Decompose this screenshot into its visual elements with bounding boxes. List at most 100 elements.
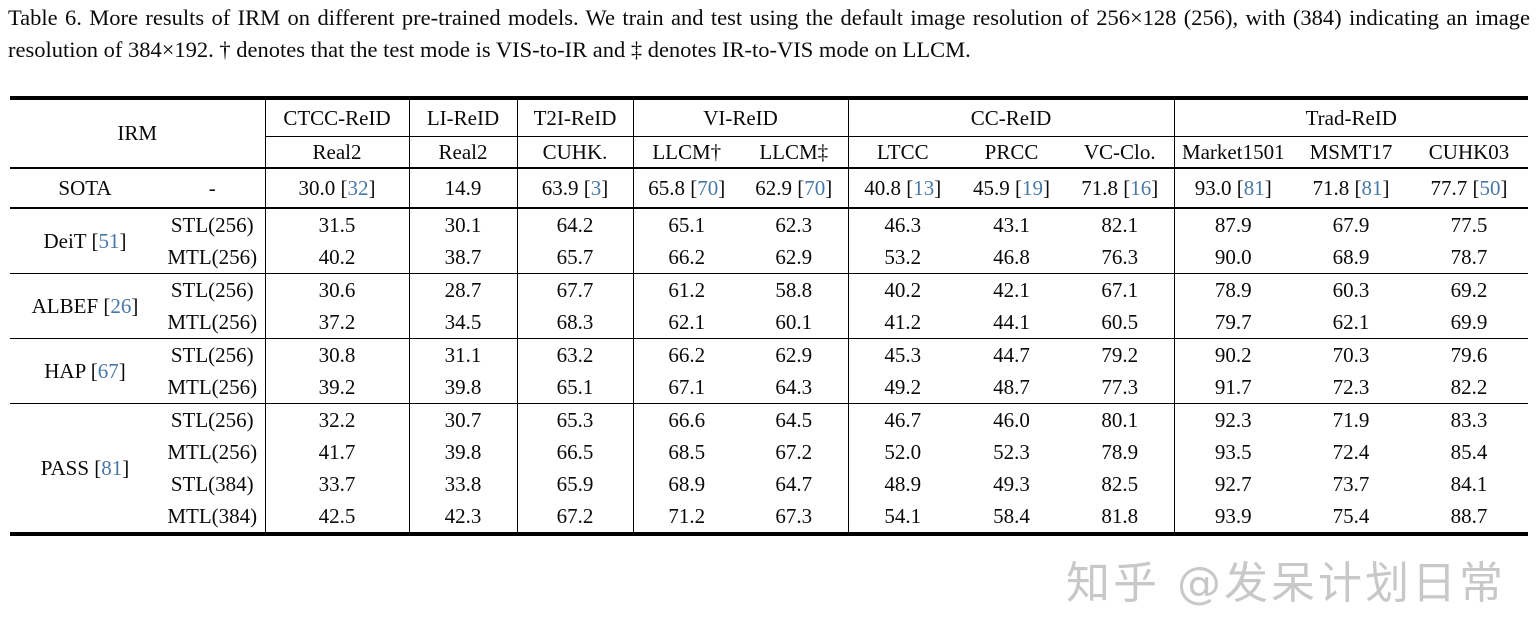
result-cell: 45.3 [884, 342, 922, 367]
row-label-deit: DeiT [51] [43, 228, 127, 253]
result-cell: 66.5 [517, 436, 634, 468]
citation-link[interactable]: 19 [1022, 175, 1044, 200]
results-table: IRM CTCC-ReID LI-ReID T2I-ReID VI-ReID CC-ReI… [10, 96, 1529, 536]
result-cell: 80.1 [1066, 403, 1175, 436]
result-cell: 78.9 [1214, 277, 1252, 302]
citation-link[interactable]: 26 [110, 293, 132, 318]
model-section-albef: ALBEF [26] STL(256) 30.6 28.7 67.7 61.2 58.8 40… [10, 273, 1529, 339]
result-cell: 68.3 [517, 306, 634, 339]
result-cell: 46.8 [993, 244, 1030, 269]
setting-label: STL(256) [160, 338, 266, 371]
result-cell: 42.5 [265, 500, 410, 534]
result-cell: 66.2 [668, 342, 706, 367]
result-cell: 46.7 [884, 407, 922, 432]
result-cell: 48.7 [993, 374, 1030, 399]
citation-link[interactable]: 81 [1243, 175, 1265, 200]
result-cell: 67.7 [517, 273, 634, 306]
setting-label: MTL(256) [160, 241, 266, 274]
result-cell: 62.9 [740, 241, 849, 274]
result-cell: 30.1 [409, 208, 518, 241]
result-cell: 54.1 [884, 503, 922, 528]
result-cell: 39.8 [409, 371, 518, 404]
result-cell: 62.9 [70] [740, 168, 849, 208]
model-section-pass: PASS [81] STL(256) 32.2 30.7 65.3 66.6 64.5 46.… [10, 403, 1529, 534]
citation-link[interactable]: 16 [1130, 175, 1152, 200]
citation-link[interactable]: 70 [697, 175, 719, 200]
result-cell: 93.9 [1214, 503, 1252, 528]
table-row: MTL(256) 37.2 34.5 68.3 62.1 60.1 41.2 44.1 60.5… [10, 306, 1528, 339]
result-cell: 49.3 [993, 471, 1030, 496]
result-cell: 92.7 [1214, 471, 1252, 496]
result-cell: 30.0 [32] [265, 168, 410, 208]
setting-label: MTL(256) [160, 306, 266, 339]
result-cell: 64.3 [740, 371, 849, 404]
result-cell: 30.8 [265, 338, 410, 371]
citation-link[interactable]: 67 [97, 358, 119, 383]
result-cell: 65.1 [668, 212, 706, 237]
citation-link[interactable]: 81 [1361, 175, 1383, 200]
result-cell: 46.3 [884, 212, 922, 237]
result-cell: 41.2 [884, 309, 922, 334]
col-group-ctcc-reid: CTCC-ReID [265, 98, 410, 137]
result-cell: 40.2 [265, 241, 410, 274]
result-cell: 82.2 [1450, 374, 1488, 399]
result-cell: 60.5 [1066, 306, 1175, 339]
result-cell: 66.2 [668, 244, 706, 269]
result-cell: 93.5 [1214, 439, 1252, 464]
result-cell: 67.1 [1066, 273, 1175, 306]
result-cell: 14.9 [409, 168, 518, 208]
result-cell: 39.2 [265, 371, 410, 404]
result-cell: 77.7 [50] [1430, 175, 1508, 200]
col-group-trad-reid: Trad-ReID [1174, 98, 1529, 137]
result-cell: 79.2 [1066, 338, 1175, 371]
citation-link[interactable]: 50 [1479, 175, 1501, 200]
result-cell: 64.7 [740, 468, 849, 500]
citation-link[interactable]: 81 [101, 455, 123, 480]
setting-label: - [160, 168, 266, 208]
col-header-market1501-8: Market1501 [1181, 139, 1285, 164]
result-cell: 44.1 [993, 309, 1030, 334]
result-cell: 62.1 [668, 309, 706, 334]
citation-link[interactable]: 13 [913, 175, 935, 200]
citation-link[interactable]: 70 [804, 175, 826, 200]
result-cell: 62.3 [740, 208, 849, 241]
col-group-vi-reid: VI-ReID [633, 98, 849, 137]
result-cell: 82.5 [1066, 468, 1175, 500]
result-cell: 30.6 [265, 273, 410, 306]
result-cell: 58.8 [740, 273, 849, 306]
result-cell: 43.1 [993, 212, 1030, 237]
result-cell: 85.4 [1450, 439, 1488, 464]
citation-link[interactable]: 32 [347, 175, 369, 200]
result-cell: 49.2 [884, 374, 922, 399]
result-cell: 65.8 [70] [648, 175, 726, 200]
result-cell: 78.7 [1450, 244, 1488, 269]
table-row: MTL(256) 39.2 39.8 65.1 67.1 64.3 49.2 48.7 77.3… [10, 371, 1528, 404]
result-cell: 65.9 [517, 468, 634, 500]
citation-link[interactable]: 3 [590, 175, 602, 200]
result-cell: 82.1 [1066, 208, 1175, 241]
result-cell: 60.1 [740, 306, 849, 339]
model-section-hap: HAP [67] STL(256) 30.8 31.1 63.2 66.2 62.9 45.3… [10, 338, 1529, 404]
result-cell: 52.3 [993, 439, 1030, 464]
sota-section: SOTA -30.0 [32] 14.9 63.9 [3] 65.8 [70] 62.9 … [10, 168, 1529, 208]
result-cell: 83.3 [1450, 407, 1488, 432]
result-cell: 66.6 [668, 407, 706, 432]
row-label-pass: PASS [81] [40, 455, 130, 480]
result-cell: 79.6 [1450, 342, 1488, 367]
result-cell: 53.2 [884, 244, 922, 269]
result-cell: 30.7 [409, 403, 518, 436]
result-cell: 71.8 [81] [1312, 175, 1390, 200]
result-cell: 41.7 [265, 436, 410, 468]
result-cell: 32.2 [265, 403, 410, 436]
result-cell: 46.0 [993, 407, 1030, 432]
result-cell: 40.2 [884, 277, 922, 302]
table-row: MTL(256) 41.7 39.8 66.5 68.5 67.2 52.0 52.3 78.9… [10, 436, 1528, 468]
citation-link[interactable]: 51 [98, 228, 120, 253]
result-cell: 73.7 [1332, 471, 1370, 496]
watermark: 知乎 @发呆计划日常 [1066, 558, 1506, 609]
result-cell: 69.9 [1450, 309, 1488, 334]
results-table-head: IRM CTCC-ReID LI-ReID T2I-ReID VI-ReID CC-ReI… [10, 98, 1529, 168]
result-cell: 71.2 [668, 503, 706, 528]
result-cell: 28.7 [409, 273, 518, 306]
result-cell: 38.7 [409, 241, 518, 274]
